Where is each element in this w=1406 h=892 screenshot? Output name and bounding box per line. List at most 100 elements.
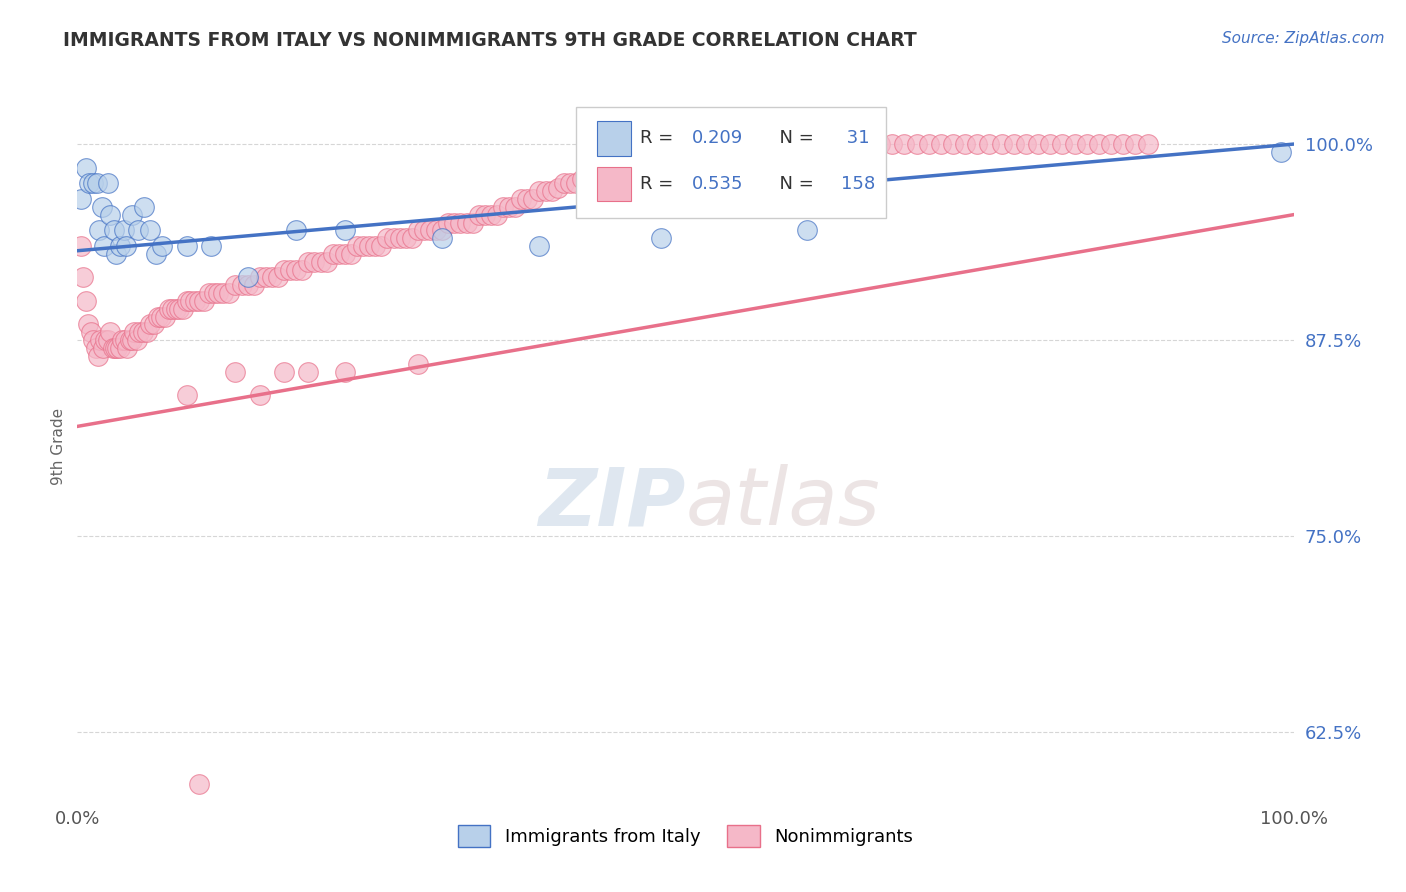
Point	[449, 215, 471, 229]
Point	[249, 270, 271, 285]
Point	[142, 318, 165, 332]
Point	[157, 301, 180, 316]
Point	[107, 341, 129, 355]
Point	[333, 223, 356, 237]
Point	[77, 318, 100, 332]
Point	[498, 200, 520, 214]
Point	[856, 137, 879, 152]
Point	[101, 341, 124, 355]
Point	[333, 364, 356, 378]
Point	[966, 137, 988, 152]
Point	[139, 223, 162, 237]
Point	[953, 137, 976, 152]
Point	[783, 138, 806, 153]
Point	[388, 231, 411, 245]
Point	[377, 231, 399, 245]
Point	[352, 239, 374, 253]
Point	[254, 270, 277, 285]
Point	[602, 165, 624, 179]
Point	[108, 341, 131, 355]
Point	[104, 341, 127, 355]
Point	[406, 357, 429, 371]
Point	[613, 161, 636, 175]
Point	[522, 192, 544, 206]
Point	[89, 333, 111, 347]
Point	[105, 247, 128, 261]
Point	[224, 364, 246, 378]
Point	[322, 247, 344, 261]
Point	[328, 247, 350, 261]
Point	[1052, 137, 1074, 152]
Point	[98, 326, 121, 340]
Point	[638, 154, 661, 169]
Point	[370, 239, 392, 253]
Point	[224, 278, 246, 293]
Point	[273, 262, 295, 277]
Point	[413, 223, 436, 237]
Point	[942, 137, 965, 152]
Point	[108, 239, 131, 253]
Point	[662, 150, 685, 164]
Text: 0.535: 0.535	[692, 175, 742, 193]
Point	[218, 286, 240, 301]
Point	[461, 215, 484, 229]
Point	[188, 293, 211, 308]
Text: ZIP: ZIP	[538, 464, 686, 542]
Point	[111, 333, 134, 347]
Point	[82, 176, 104, 190]
Point	[127, 223, 149, 237]
Point	[675, 146, 697, 161]
Point	[1026, 137, 1049, 152]
Point	[479, 208, 502, 222]
Point	[644, 153, 666, 167]
Point	[285, 262, 308, 277]
Text: R =: R =	[640, 129, 679, 147]
Text: 0.209: 0.209	[692, 129, 742, 147]
Point	[540, 184, 562, 198]
Point	[929, 137, 952, 152]
Point	[150, 310, 173, 324]
Point	[686, 145, 709, 159]
Point	[297, 364, 319, 378]
Point	[1076, 137, 1098, 152]
Point	[212, 286, 235, 301]
Point	[832, 137, 855, 152]
Point	[534, 184, 557, 198]
Point	[382, 231, 405, 245]
Point	[249, 388, 271, 402]
Point	[72, 270, 94, 285]
Point	[304, 254, 326, 268]
Point	[94, 333, 117, 347]
Point	[650, 153, 672, 167]
Point	[84, 341, 107, 355]
Point	[172, 301, 194, 316]
Point	[97, 333, 120, 347]
Point	[990, 137, 1012, 152]
Point	[467, 208, 489, 222]
Point	[595, 165, 617, 179]
Point	[139, 318, 162, 332]
Point	[267, 270, 290, 285]
Point	[759, 140, 782, 154]
Point	[70, 239, 93, 253]
Point	[558, 176, 581, 190]
Point	[193, 293, 215, 308]
Point	[1270, 145, 1292, 159]
Point	[179, 293, 201, 308]
Point	[153, 310, 176, 324]
Point	[1125, 137, 1147, 152]
Point	[650, 231, 672, 245]
Point	[333, 247, 356, 261]
Point	[1039, 137, 1062, 152]
Point	[93, 239, 115, 253]
Point	[165, 301, 187, 316]
Point	[576, 171, 599, 186]
Point	[132, 326, 155, 340]
Point	[456, 215, 478, 229]
Text: 31: 31	[841, 129, 870, 147]
Point	[1063, 137, 1085, 152]
Point	[200, 239, 222, 253]
Point	[176, 239, 198, 253]
Point	[346, 239, 368, 253]
Point	[723, 142, 745, 156]
